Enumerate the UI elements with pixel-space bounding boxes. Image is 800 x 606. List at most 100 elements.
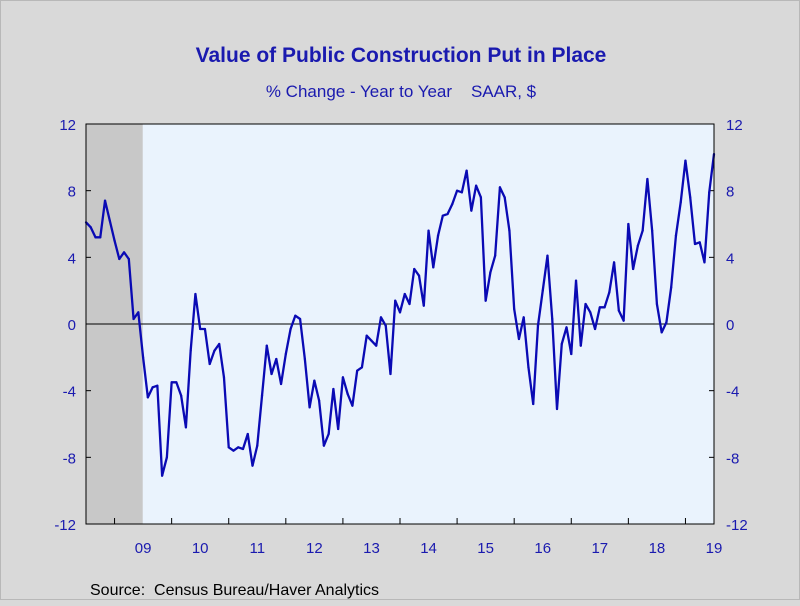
data-point [603,306,606,309]
data-point [279,382,283,386]
data-point [589,311,592,314]
y-tick-label-right: 8 [726,184,734,201]
data-point [356,369,359,372]
x-tick-label: 14 [420,540,437,557]
x-tick-label: 09 [135,540,152,557]
source-note: Source: Census Bureau/Haver Analytics [90,582,379,599]
data-point [541,289,544,292]
chart-subtitle: % Change - Year to Year SAAR, $ [266,82,537,101]
data-point [284,352,287,356]
data-point [527,366,530,369]
data-point [622,319,625,322]
data-point [679,201,682,204]
data-point [489,271,492,274]
data-point [303,357,306,361]
data-point [108,219,111,222]
data-point [175,381,178,384]
data-point [646,177,649,181]
x-tick-label: 16 [534,540,551,557]
data-point [132,317,135,321]
data-point [246,432,249,436]
y-tick-label-right: -12 [726,517,748,534]
data-point [455,189,459,192]
x-tick-label: 12 [306,540,323,557]
data-point [460,191,463,194]
y-tick-label-left: 8 [68,184,76,201]
x-tick-label: 17 [591,540,608,557]
data-point [494,254,497,257]
data-point [693,242,697,246]
data-point [194,292,197,296]
data-point [484,299,487,302]
data-point [632,267,635,271]
data-point [598,306,601,309]
data-point [584,302,587,306]
data-point [698,241,701,244]
data-point [674,234,678,237]
y-tick-label-left: -8 [63,450,76,467]
data-point [170,381,173,384]
data-point [275,357,278,361]
x-tick-label: 11 [249,540,265,557]
y-tick-label-right: -4 [726,384,739,401]
data-point [180,394,183,397]
data-point [503,196,506,199]
data-point [346,392,349,396]
data-point [617,309,620,312]
data-point [413,267,416,271]
data-point [337,427,340,431]
data-point [322,444,325,447]
data-point [479,196,482,199]
data-point [232,449,235,452]
data-point [360,366,364,369]
data-point [470,209,473,212]
data-point [475,184,478,187]
data-point [151,386,154,389]
data-point [560,342,563,346]
data-point [570,352,573,356]
data-point [546,254,549,257]
y-tick-label-left: 12 [59,117,76,134]
data-point [532,402,535,406]
y-axis-right: 12 8 4 0 -4 -8 -12 [726,117,748,534]
data-point [508,229,511,232]
data-point [161,474,164,477]
data-point [432,266,435,269]
data-point [103,199,107,202]
data-point [579,344,582,347]
data-point [294,314,297,317]
data-point [660,331,663,334]
data-point [417,274,421,277]
data-point [199,327,202,331]
data-point [408,302,411,306]
data-point [513,307,516,311]
chart-title: Value of Public Construction Put in Plac… [196,44,607,67]
data-point [141,356,145,359]
data-point [403,292,406,296]
data-point [203,327,207,331]
data-point [498,186,502,189]
data-point [208,362,211,366]
y-tick-label-left: 0 [68,317,76,334]
data-point [555,407,559,411]
data-point [184,426,188,429]
data-point [99,236,102,239]
data-point [612,261,616,264]
y-tick-label-right: 0 [726,317,734,334]
data-point [651,229,654,232]
data-point [689,196,692,199]
data-point [636,244,639,247]
data-point [593,327,597,331]
data-point [113,239,116,242]
data-point [684,159,687,162]
data-point [222,376,226,379]
y-tick-label-right: 12 [726,117,743,134]
data-point [318,399,321,402]
y-tick-label-left: -12 [54,517,76,534]
data-point [341,376,345,379]
data-point [394,299,397,302]
data-point [227,446,230,449]
data-point [137,311,140,314]
data-point [565,326,568,329]
